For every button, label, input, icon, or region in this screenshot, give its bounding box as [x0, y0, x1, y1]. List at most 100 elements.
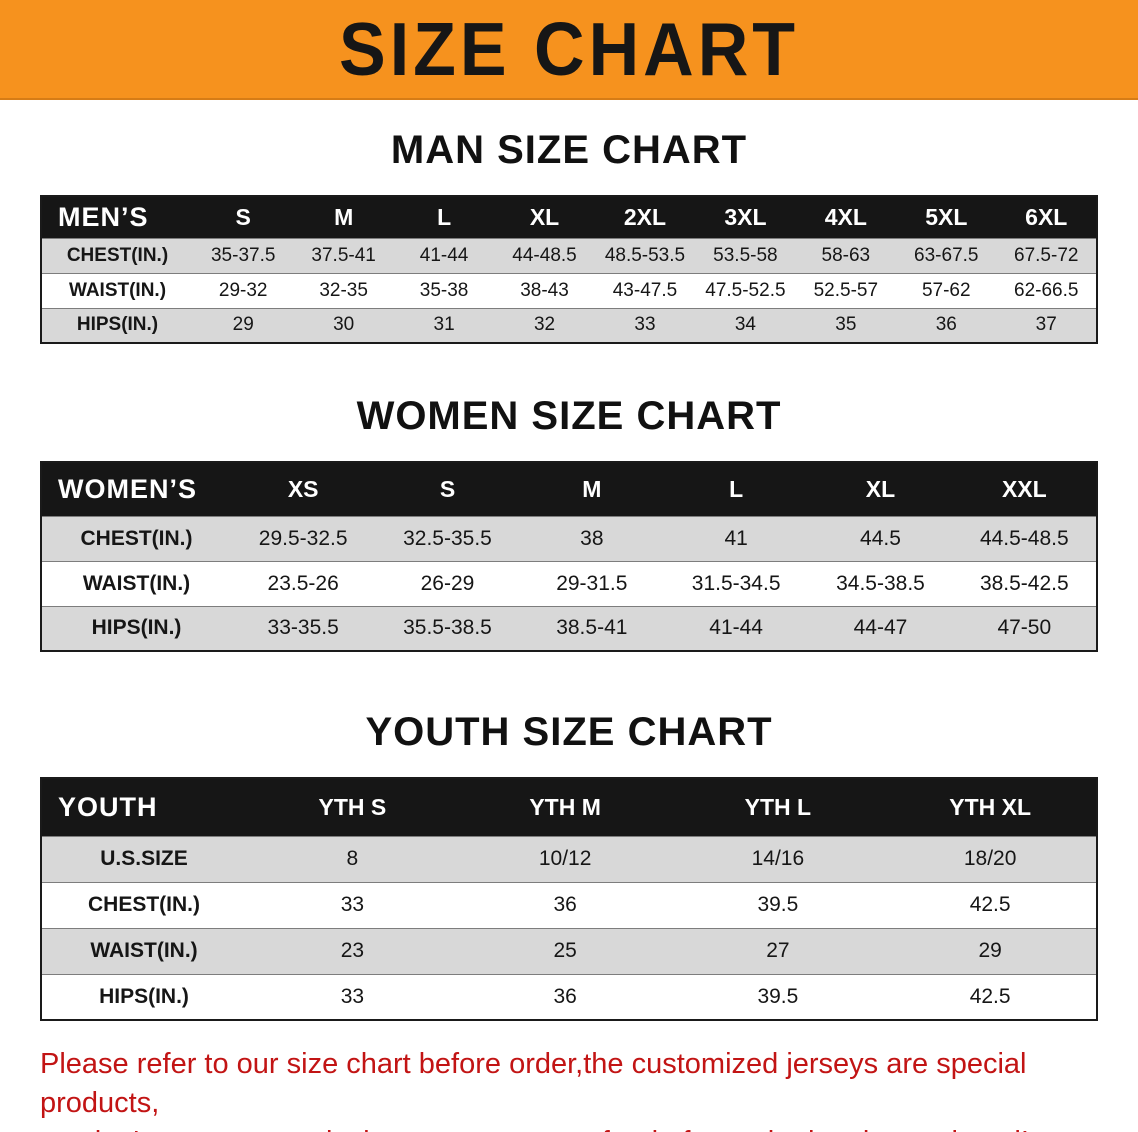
table-header-row: WOMEN’S XS S M L XL XXL: [41, 462, 1097, 516]
table-row: CHEST(IN.) 35-37.5 37.5-41 41-44 44-48.5 48.5…: [41, 237, 1097, 273]
data-cell: 33: [594, 307, 696, 343]
data-cell: 41-44: [663, 605, 809, 651]
data-cell: 33-35.5: [231, 605, 376, 651]
table-row: CHEST(IN.) 33 36 39.5 42.5: [41, 881, 1097, 928]
data-cell: 29-31.5: [519, 560, 664, 606]
data-cell: 63-67.5: [896, 237, 997, 273]
table-row: HIPS(IN.) 29 30 31 32 33 34 35 36 37: [41, 307, 1097, 343]
table-row: WAIST(IN.) 29-32 32-35 35-38 38-43 43-47.5 47.…: [41, 272, 1097, 308]
data-cell: 23: [246, 927, 459, 974]
size-chart-banner: SIZE CHART: [0, 0, 1138, 100]
size-header-cell: YTH M: [458, 778, 672, 836]
size-header-cell: YTH XL: [884, 778, 1097, 836]
youth-size-chart-heading: YOUTH SIZE CHART: [365, 710, 773, 754]
data-cell: 58-63: [795, 237, 897, 273]
data-cell: 53.5-58: [695, 237, 796, 273]
data-cell: 8: [246, 835, 459, 882]
row-label-cell: U.S.SIZE: [41, 835, 246, 882]
man-size-chart-heading: MAN SIZE CHART: [390, 128, 748, 172]
data-cell: 43-47.5: [594, 272, 696, 308]
data-cell: 29: [884, 927, 1097, 974]
row-label-cell: WAIST(IN.): [41, 272, 193, 308]
data-cell: 67.5-72: [996, 237, 1097, 273]
size-header-cell: 6XL: [996, 196, 1097, 238]
size-chart-title: SIZE CHART: [339, 6, 799, 92]
data-cell: 42.5: [884, 973, 1097, 1020]
data-cell: 37: [996, 307, 1097, 343]
data-cell: 26-29: [375, 560, 520, 606]
data-cell: 32: [494, 307, 595, 343]
size-header-cell: S: [193, 196, 294, 238]
table-header-row: MEN’S S M L XL 2XL 3XL 4XL 5XL 6XL: [41, 196, 1097, 238]
men-size-table: MEN’S S M L XL 2XL 3XL 4XL 5XL 6XL CHEST(IN.) 35-37…: [40, 195, 1098, 344]
youth-size-table: YOUTH YTH S YTH M YTH L YTH XL U.S.SIZE 8 10/12…: [40, 777, 1098, 1021]
size-header-cell: YTH L: [671, 778, 885, 836]
data-cell: 31: [393, 307, 495, 343]
size-header-cell: 4XL: [795, 196, 897, 238]
data-cell: 18/20: [884, 835, 1097, 882]
size-header-cell: 2XL: [594, 196, 696, 238]
data-cell: 31.5-34.5: [663, 560, 809, 606]
size-header-cell: 5XL: [896, 196, 997, 238]
row-label-cell: WAIST(IN.): [41, 927, 246, 974]
data-cell: 29: [193, 307, 294, 343]
data-cell: 25: [458, 927, 672, 974]
data-cell: 33: [246, 973, 459, 1020]
data-cell: 36: [896, 307, 997, 343]
table-row: WAIST(IN.) 23 25 27 29: [41, 927, 1097, 974]
table-row: WAIST(IN.) 23.5-26 26-29 29-31.5 31.5-34.5 34…: [41, 560, 1097, 606]
data-cell: 36: [458, 881, 672, 928]
data-cell: 32-35: [293, 272, 394, 308]
size-header-cell: XXL: [952, 462, 1097, 516]
data-cell: 57-62: [896, 272, 997, 308]
data-cell: 39.5: [671, 973, 885, 1020]
data-cell: 34: [695, 307, 796, 343]
row-label-cell: HIPS(IN.): [41, 605, 231, 651]
data-cell: 14/16: [671, 835, 885, 882]
table-row: U.S.SIZE 8 10/12 14/16 18/20: [41, 835, 1097, 882]
data-cell: 39.5: [671, 881, 885, 928]
data-cell: 29.5-32.5: [231, 515, 376, 561]
data-cell: 44-47: [808, 605, 953, 651]
data-cell: 23.5-26: [231, 560, 376, 606]
size-header-cell: XS: [231, 462, 376, 516]
data-cell: 48.5-53.5: [594, 237, 696, 273]
data-cell: 38.5-42.5: [952, 560, 1097, 606]
table-row: CHEST(IN.) 29.5-32.5 32.5-35.5 38 41 44.5 44.5…: [41, 515, 1097, 561]
row-label-cell: HIPS(IN.): [41, 973, 246, 1020]
table-header-row: YOUTH YTH S YTH M YTH L YTH XL: [41, 778, 1097, 836]
row-label-cell: WAIST(IN.): [41, 560, 231, 606]
data-cell: 44-48.5: [494, 237, 595, 273]
size-header-cell: M: [519, 462, 664, 516]
size-header-cell: L: [393, 196, 495, 238]
data-cell: 41: [663, 515, 809, 561]
data-cell: 44.5-48.5: [952, 515, 1097, 561]
data-cell: 35.5-38.5: [375, 605, 520, 651]
data-cell: 47.5-52.5: [695, 272, 796, 308]
size-header-cell: XL: [808, 462, 953, 516]
data-cell: 35: [795, 307, 897, 343]
data-cell: 35-37.5: [193, 237, 294, 273]
data-cell: 34.5-38.5: [808, 560, 953, 606]
data-cell: 42.5: [884, 881, 1097, 928]
data-cell: 38.5-41: [519, 605, 664, 651]
data-cell: 30: [293, 307, 394, 343]
disclaimer-line-2: we don't accept cancel, change, teturn o…: [40, 1123, 1108, 1132]
table-title-cell: YOUTH: [41, 778, 246, 836]
disclaimer-line-1: Please refer to our size chart before or…: [40, 1048, 1027, 1119]
women-size-table: WOMEN’S XS S M L XL XXL CHEST(IN.) 29.5-32.5 32.5…: [40, 461, 1098, 652]
size-header-cell: XL: [494, 196, 595, 238]
data-cell: 38-43: [494, 272, 595, 308]
data-cell: 38: [519, 515, 664, 561]
data-cell: 33: [246, 881, 459, 928]
data-cell: 27: [671, 927, 885, 974]
data-cell: 37.5-41: [293, 237, 394, 273]
size-header-cell: YTH S: [246, 778, 459, 836]
size-header-cell: 3XL: [695, 196, 796, 238]
table-title-cell: WOMEN’S: [41, 462, 231, 516]
data-cell: 41-44: [393, 237, 495, 273]
row-label-cell: CHEST(IN.): [41, 881, 246, 928]
data-cell: 29-32: [193, 272, 294, 308]
row-label-cell: CHEST(IN.): [41, 515, 231, 561]
data-cell: 52.5-57: [795, 272, 897, 308]
